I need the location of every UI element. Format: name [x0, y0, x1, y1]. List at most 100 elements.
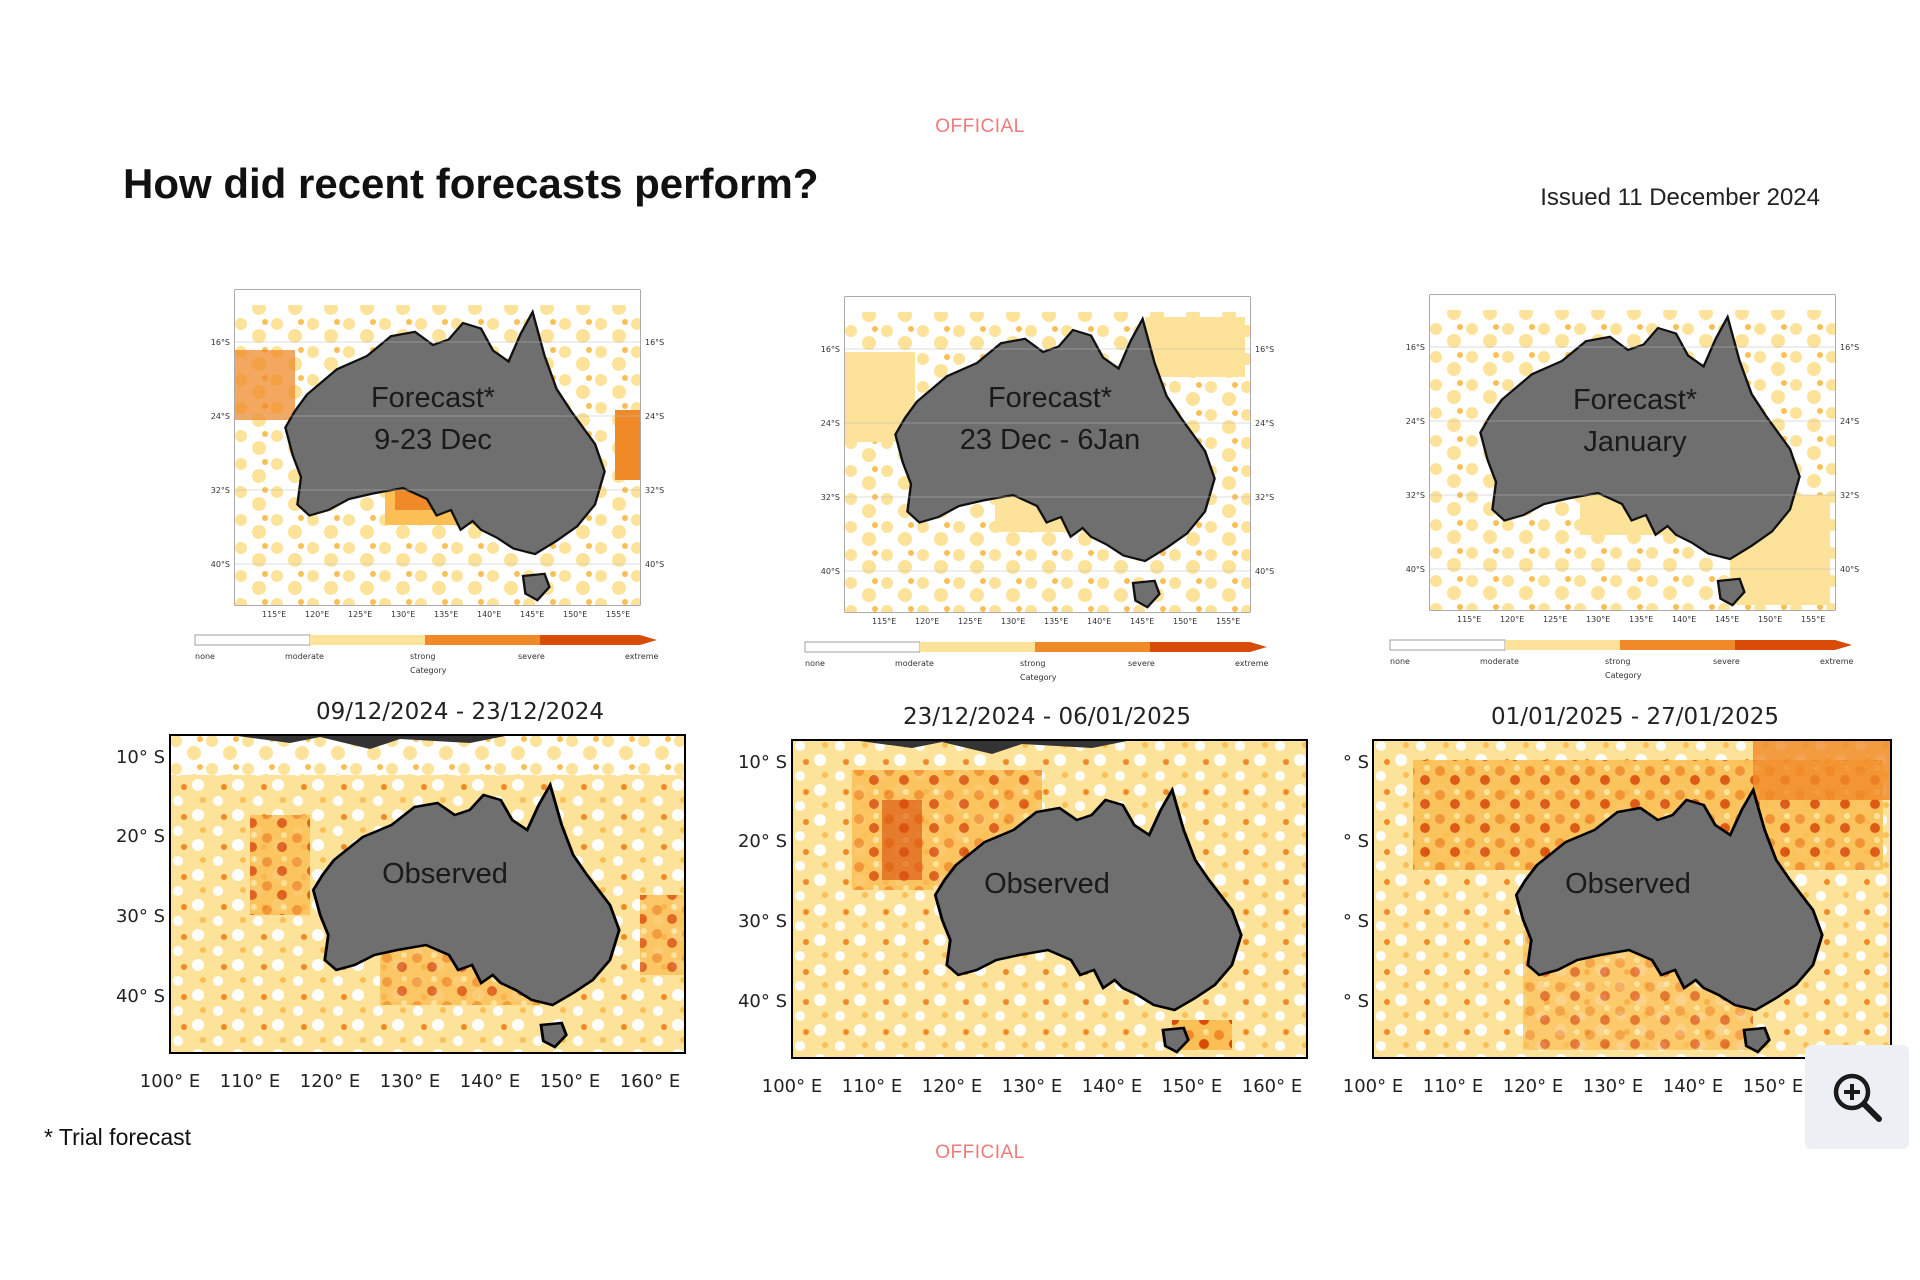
forecast-map-3: 16°S 24°S 32°S 40°S 16°S 24°S 32°S 40°S …	[1389, 294, 1859, 680]
issued-date: Issued 11 December 2024	[1540, 184, 1820, 211]
lat-tick: 30° S	[116, 906, 165, 927]
svg-text:moderate: moderate	[285, 652, 324, 661]
observed-panel-3: 01/01/2025 - 27/01/2025 Observed ° S ° S…	[1305, 695, 1905, 1120]
lon-tick: 135°E	[1044, 617, 1068, 626]
lat-tick: 24°S	[211, 412, 230, 421]
lat-tick: ° S	[1343, 752, 1369, 773]
lon-tick: 140°E	[1672, 615, 1696, 624]
lat-tick-right: 40°S	[1255, 567, 1274, 576]
lon-tick: 145°E	[1130, 617, 1154, 626]
lat-tick-right: 16°S	[645, 338, 664, 347]
lat-tick-right: 32°S	[1255, 493, 1274, 502]
lat-tick: 24°S	[1406, 417, 1425, 426]
observed-panel-2: 23/12/2024 - 06/01/2025 Observed 10° S 2…	[712, 695, 1332, 1120]
lon-tick: 130° E	[1002, 1076, 1062, 1097]
lon-tick: 140° E	[460, 1071, 520, 1092]
observed-label: Observed	[1565, 868, 1691, 900]
lon-tick: 145°E	[1715, 615, 1739, 624]
svg-text:Category: Category	[1605, 671, 1642, 680]
lat-tick-right: 16°S	[1840, 343, 1859, 352]
lat-tick-right: 24°S	[1255, 419, 1274, 428]
lon-tick: 150° E	[1162, 1076, 1222, 1097]
lon-tick: 130°E	[391, 610, 415, 619]
lon-tick: 140°E	[477, 610, 501, 619]
lat-tick-right: 40°S	[645, 560, 664, 569]
lat-tick: 40° S	[116, 986, 165, 1007]
lat-tick: 32°S	[211, 486, 230, 495]
svg-text:strong: strong	[1020, 659, 1045, 668]
lon-tick: 120° E	[922, 1076, 982, 1097]
lon-tick: 140° E	[1082, 1076, 1142, 1097]
lat-tick: ° S	[1343, 991, 1369, 1012]
lat-tick: 16°S	[1406, 343, 1425, 352]
lon-tick: 135°E	[434, 610, 458, 619]
lon-tick: 155°E	[606, 610, 630, 619]
lat-tick: ° S	[1343, 911, 1369, 932]
lon-tick: 125°E	[348, 610, 372, 619]
svg-text:strong: strong	[410, 652, 435, 661]
lon-tick: 130° E	[380, 1071, 440, 1092]
lon-tick: 120° E	[300, 1071, 360, 1092]
lat-tick: 40°S	[821, 567, 840, 576]
lon-tick: 120°E	[305, 610, 329, 619]
lon-tick: 160° E	[620, 1071, 680, 1092]
lat-tick: 10° S	[116, 747, 165, 768]
lon-tick: 125°E	[958, 617, 982, 626]
lat-tick: 30° S	[738, 911, 787, 932]
forecast-panel-2: 16°S 24°S 32°S 40°S 16°S 24°S 32°S 40°S …	[800, 292, 1280, 697]
lon-tick: 100° E	[140, 1071, 200, 1092]
lat-tick: 16°S	[211, 338, 230, 347]
page-title: How did recent forecasts perform?	[123, 160, 819, 207]
lon-tick: 150° E	[540, 1071, 600, 1092]
svg-text:extreme: extreme	[625, 652, 658, 661]
zoom-button[interactable]	[1805, 1045, 1909, 1149]
svg-text:severe: severe	[1713, 657, 1740, 666]
lon-tick: 115°E	[872, 617, 896, 626]
footnote: * Trial forecast	[44, 1124, 191, 1150]
lat-tick: 16°S	[821, 345, 840, 354]
lat-tick: 40° S	[738, 991, 787, 1012]
lon-tick: 110° E	[1423, 1076, 1483, 1097]
forecast-period: 23 Dec - 6Jan	[960, 424, 1141, 456]
svg-text:strong: strong	[1605, 657, 1630, 666]
observed-label: Observed	[984, 868, 1110, 900]
forecast-map-2: 16°S 24°S 32°S 40°S 16°S 24°S 32°S 40°S …	[804, 296, 1274, 682]
lon-tick: 120°E	[915, 617, 939, 626]
lon-tick: 140° E	[1663, 1076, 1723, 1097]
observed-period: 09/12/2024 - 23/12/2024	[316, 699, 604, 725]
svg-text:Category: Category	[1020, 673, 1057, 682]
official-marking-top: OFFICIAL	[935, 116, 1025, 137]
lat-tick: 40°S	[1406, 565, 1425, 574]
lon-tick: 130° E	[1583, 1076, 1643, 1097]
svg-text:extreme: extreme	[1820, 657, 1853, 666]
lon-tick: 110° E	[220, 1071, 280, 1092]
lon-tick: 120° E	[1503, 1076, 1563, 1097]
lon-tick: 120°E	[1500, 615, 1524, 624]
observed-panel-1: 09/12/2024 - 23/12/2024 Observed 10° S 2…	[85, 690, 705, 1115]
svg-text:severe: severe	[518, 652, 545, 661]
svg-text:moderate: moderate	[1480, 657, 1519, 666]
lat-tick: 20° S	[738, 831, 787, 852]
category-legend: none moderate strong severe extreme Cate…	[194, 634, 658, 675]
lon-tick: 150°E	[1758, 615, 1782, 624]
category-legend: none moderate strong severe extreme Cate…	[1389, 639, 1853, 680]
lat-tick: 10° S	[738, 752, 787, 773]
lon-tick: 110° E	[842, 1076, 902, 1097]
zoom-in-icon	[1833, 1073, 1882, 1122]
svg-text:Category: Category	[410, 666, 447, 675]
observed-period: 01/01/2025 - 27/01/2025	[1491, 704, 1779, 730]
forecast-period: January	[1583, 426, 1687, 458]
forecast-label: Forecast*	[1573, 384, 1697, 416]
lat-tick-right: 16°S	[1255, 345, 1274, 354]
forecast-panel-1: 16°S 24°S 32°S 40°S 16°S 24°S 32°S 40°S …	[190, 285, 670, 690]
svg-text:none: none	[195, 652, 215, 661]
lon-tick: 130°E	[1001, 617, 1025, 626]
forecast-label: Forecast*	[371, 382, 495, 414]
lon-tick: 150° E	[1743, 1076, 1803, 1097]
lat-tick: 32°S	[1406, 491, 1425, 500]
lon-tick: 100° E	[762, 1076, 822, 1097]
lat-tick-right: 24°S	[645, 412, 664, 421]
lat-tick: 24°S	[821, 419, 840, 428]
lon-tick: 150°E	[1173, 617, 1197, 626]
forecast-period: 9-23 Dec	[374, 424, 492, 456]
